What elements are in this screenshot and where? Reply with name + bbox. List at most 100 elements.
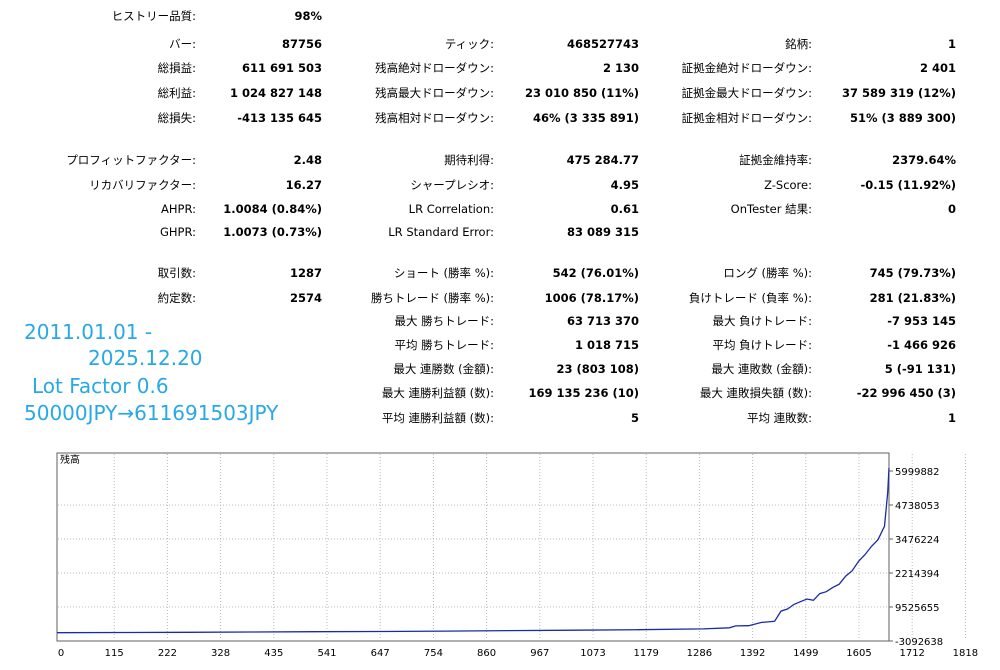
stat-col3-label: 最大 連敗数 (金額): xyxy=(711,362,812,376)
stat-col3-value: 281 (21.83%) xyxy=(869,291,956,305)
stat-col2-value: 63 713 370 xyxy=(566,314,639,328)
stat-col3-value: 51% (3 889 300) xyxy=(849,111,956,125)
report-stats: ヒストリー品質: 98% バー: 87756 総損益: 611 691 503 総利益: 1 … xyxy=(66,9,956,425)
stat-col2-value: 23 010 850 (11%) xyxy=(524,86,639,100)
stat-col2-label: 最大 勝ちトレード: xyxy=(394,314,494,328)
stat-col3-label: OnTester 結果: xyxy=(730,202,812,216)
y-tick-label: 3476224 xyxy=(895,535,940,546)
x-tick-label: 115 xyxy=(105,648,124,659)
x-tick-label: 1712 xyxy=(899,648,924,659)
stat-col1-label: バー: xyxy=(169,37,196,51)
stat-col1-value: 1.0084 (0.84%) xyxy=(223,202,322,216)
stat-col2-value: 2 130 xyxy=(602,61,639,75)
x-tick-label: 1179 xyxy=(633,648,658,659)
x-tick-label: 1818 xyxy=(953,648,978,659)
x-tick-label: 1286 xyxy=(687,648,712,659)
stat-col2-label: 期待利得: xyxy=(444,153,494,167)
plot-frame xyxy=(56,452,890,642)
stat-col3-value: 0 xyxy=(947,202,956,216)
stat-col2-value: 468527743 xyxy=(566,37,639,51)
stat-col2-value: 475 284.77 xyxy=(566,153,639,167)
note-line1: 2011.01.01 - xyxy=(24,320,153,344)
stat-col1-label: リカバリファクター: xyxy=(89,178,196,192)
stat-col3-label: 負けトレード (負率 %): xyxy=(688,291,812,305)
note-line2: 2025.12.20 xyxy=(88,346,203,370)
stat-col1-value: 2.48 xyxy=(293,153,322,167)
stat-col1-value: 2574 xyxy=(289,291,322,305)
stat-col1-value: 1.0073 (0.73%) xyxy=(223,225,322,239)
stat-col2-value: 542 (76.01%) xyxy=(552,266,639,280)
stat-col2-label: 最大 連勝利益額 (数): xyxy=(381,386,494,400)
stat-col3-label: 平均 負けトレード: xyxy=(712,338,812,352)
x-tick-label: 435 xyxy=(264,648,283,659)
stat-col2-label: 残高相対ドローダウン: xyxy=(375,111,494,125)
stat-col3-label: Z-Score: xyxy=(764,178,812,192)
stat-col2-label: シャープレシオ: xyxy=(410,178,494,192)
balance-series-line xyxy=(56,467,890,634)
stat-col3-value: 37 589 319 (12%) xyxy=(841,86,956,100)
stat-col3-label: 証拠金絶対ドローダウン: xyxy=(681,61,812,75)
y-tick-label: -3092638 xyxy=(895,637,943,648)
chart-title: 残高 xyxy=(60,453,80,466)
stat-col3-value: -1 466 926 xyxy=(887,338,956,352)
stat-col2-label: LR Standard Error: xyxy=(388,225,494,239)
stat-col3-label: 最大 連敗損失額 (数): xyxy=(699,386,812,400)
x-tick-label: 860 xyxy=(477,648,496,659)
stat-col1-label: 総損失: xyxy=(157,111,196,125)
stat-col1-value: -413 135 645 xyxy=(237,111,322,125)
stat-col3-label: 平均 連敗数: xyxy=(746,411,812,425)
stat-col1-value: 98% xyxy=(294,9,322,23)
stat-col1-label: プロフィットファクター: xyxy=(66,153,196,167)
stat-col2-label: ショート (勝率 %): xyxy=(393,266,494,280)
stat-col2-label: 平均 連勝利益額 (数): xyxy=(381,411,494,425)
stat-col2-value: 5 xyxy=(630,411,639,425)
y-tick-label: 5999882 xyxy=(895,467,940,478)
stat-col1-label: 約定数: xyxy=(157,291,196,305)
stat-col2-value: 46% (3 335 891) xyxy=(532,111,639,125)
balance-chart: 0 115 222 328 435 541 647 754 860 967 1073 1179 1286… xyxy=(0,445,1000,666)
stat-col3-label: 証拠金維持率: xyxy=(739,153,812,167)
stat-col1-label: 総損益: xyxy=(157,61,196,75)
stat-col2-label: 残高最大ドローダウン: xyxy=(375,86,494,100)
stat-col1-value: 1287 xyxy=(289,266,322,280)
stat-col1-label: ヒストリー品質: xyxy=(111,9,196,23)
stat-col2-value: 83 089 315 xyxy=(566,225,639,239)
stat-col3-label: 証拠金最大ドローダウン: xyxy=(681,86,812,100)
x-tick-label: 222 xyxy=(158,648,177,659)
x-tick-label: 647 xyxy=(371,648,390,659)
stat-col2-value: 4.95 xyxy=(610,178,639,192)
stat-col3-label: ロング (勝率 %): xyxy=(723,266,812,280)
stat-col3-value: 1 xyxy=(947,37,956,51)
stat-col3-value: -7 953 145 xyxy=(887,314,956,328)
stat-col3-value: 5 (-91 131) xyxy=(884,362,956,376)
stat-col2-label: 平均 勝ちトレード: xyxy=(394,338,494,352)
stat-col3-value: 2379.64% xyxy=(892,153,956,167)
x-tick-label: 541 xyxy=(317,648,336,659)
stat-col1-value: 1 024 827 148 xyxy=(229,86,322,100)
stat-col2-label: 勝ちトレード (勝率 %): xyxy=(370,291,494,305)
stat-col1-label: 総利益: xyxy=(157,86,196,100)
stat-col2-value: 1 018 715 xyxy=(574,338,639,352)
note-line4: 50000JPY→611691503JPY xyxy=(24,401,279,425)
note-line3: Lot Factor 0.6 xyxy=(32,374,169,398)
x-tick-label: 967 xyxy=(530,648,549,659)
stat-col2-value: 169 135 236 (10) xyxy=(528,386,639,400)
stat-col2-value: 23 (803 108) xyxy=(556,362,639,376)
stat-col3-value: 1 xyxy=(947,411,956,425)
stat-col3-label: 証拠金相対ドローダウン: xyxy=(681,111,812,125)
stat-col1-label: GHPR: xyxy=(159,225,196,239)
stat-col3-value: 2 401 xyxy=(919,61,956,75)
stat-col3-value: -22 996 450 (3) xyxy=(856,386,956,400)
stat-col3-label: 最大 負けトレード: xyxy=(712,314,812,328)
x-tick-label: 1499 xyxy=(793,648,818,659)
stat-col2-label: LR Correlation: xyxy=(408,202,494,216)
stat-col3-value: 745 (79.73%) xyxy=(869,266,956,280)
stat-col2-label: ティック: xyxy=(444,37,494,51)
x-tick-label: 0 xyxy=(58,648,64,659)
y-tick-label: 2214394 xyxy=(895,569,940,580)
stat-col2-label: 残高絶対ドローダウン: xyxy=(375,61,494,75)
x-tick-label: 1605 xyxy=(846,648,871,659)
stat-col3-value: -0.15 (11.92%) xyxy=(860,178,956,192)
x-tick-label: 754 xyxy=(424,648,443,659)
stat-col2-value: 0.61 xyxy=(610,202,639,216)
